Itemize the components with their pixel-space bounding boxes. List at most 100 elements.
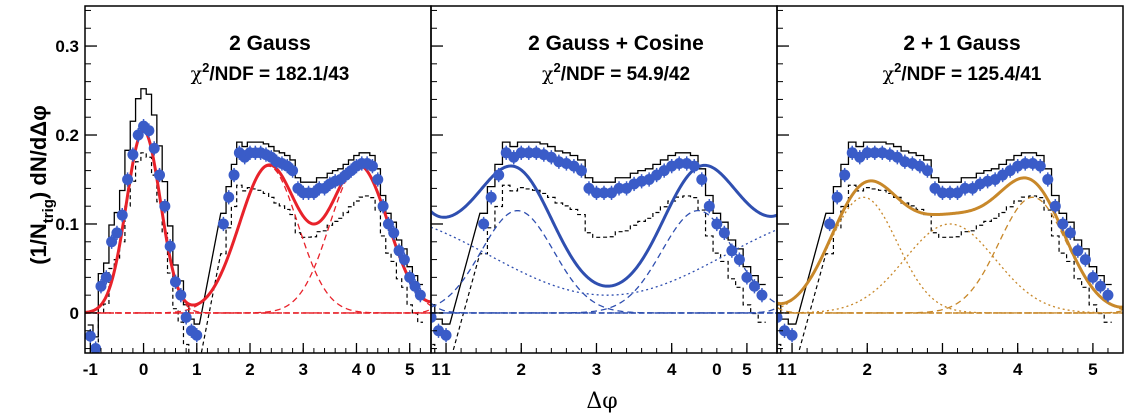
data-point — [217, 218, 229, 230]
panel-1: -1 0 1 2 3 4 5 0 0.1 0.2 0.3 2 Gauss χ2/NDF = 182.1/… — [55, 5, 432, 379]
data-point — [936, 187, 948, 199]
chi2-label: χ2/NDF = 54.9/42 — [542, 60, 690, 85]
x-tick-label: 1 — [787, 360, 796, 379]
data-point — [373, 125, 384, 136]
data-point — [718, 227, 730, 239]
data-point — [95, 280, 107, 292]
plot-area — [328, 121, 777, 353]
x-tick-label: 1 — [777, 360, 786, 379]
data-point — [921, 165, 933, 177]
data-point — [191, 329, 203, 341]
data-point — [1019, 157, 1031, 169]
data-point — [431, 311, 437, 323]
data-point — [372, 174, 384, 185]
data-point — [85, 330, 96, 342]
x-tick-label: 3 — [592, 360, 601, 379]
histogram-lower — [777, 184, 1112, 353]
fit-total — [777, 176, 1123, 309]
x-tick-label: 2 — [863, 360, 872, 379]
data-point — [358, 130, 369, 141]
data-point — [1094, 280, 1106, 292]
data-point — [335, 210, 346, 221]
data-point — [711, 121, 722, 132]
data-point — [328, 227, 339, 238]
data-point — [111, 227, 123, 239]
x-tick-label: 4 — [667, 360, 677, 379]
fit-component-2 — [431, 209, 777, 314]
y-tick-label: 0.2 — [55, 126, 79, 145]
data-point — [365, 121, 376, 132]
data-point — [666, 236, 677, 247]
x-tick-label: -1 — [83, 360, 98, 379]
x-tick-label: 2 — [517, 360, 526, 379]
y-tick-label: 0.1 — [55, 215, 79, 234]
data-point — [382, 218, 394, 230]
data-point — [1072, 245, 1084, 257]
data-point — [726, 245, 738, 257]
data-point — [409, 280, 421, 292]
data-point — [688, 160, 700, 172]
y-tick-label: 0.3 — [55, 37, 79, 56]
x-tick-label: 5 — [405, 360, 414, 379]
y-axis-title: (1/Ntrig) dN/dΔφ — [26, 105, 57, 265]
data-point — [726, 143, 737, 154]
data-point — [523, 147, 535, 159]
x-axis-title: Δφ — [586, 389, 617, 414]
data-point — [148, 142, 160, 154]
histogram-upper — [87, 88, 424, 338]
data-point — [388, 170, 399, 181]
panel-frame — [776, 5, 1124, 354]
data-point — [704, 130, 715, 141]
data-point — [127, 149, 139, 161]
fit-component-4 — [777, 223, 1123, 314]
plot-area — [85, 88, 431, 353]
x-tick-label: 3 — [299, 360, 308, 379]
data-point — [116, 209, 128, 221]
data-point — [175, 289, 187, 301]
data-point — [380, 143, 391, 154]
data-point — [366, 160, 378, 172]
x-tick-label: 5 — [1088, 360, 1097, 379]
data-point — [711, 218, 723, 230]
data-point — [613, 182, 625, 194]
data-point — [575, 165, 587, 177]
data-point — [398, 254, 410, 266]
x-tick-label: 0 — [139, 360, 148, 379]
x-tick-label: 0 — [366, 360, 375, 379]
data-point — [132, 129, 144, 141]
data-point — [223, 191, 235, 203]
data-point — [673, 157, 685, 169]
data-point — [228, 169, 240, 181]
data-point — [839, 169, 851, 181]
data-point — [944, 187, 956, 199]
data-point — [180, 311, 192, 323]
x-tick-label: 3 — [938, 360, 947, 379]
data-point — [1049, 200, 1061, 212]
data-point — [404, 271, 416, 283]
fit-total — [431, 163, 777, 288]
data-point — [748, 280, 760, 292]
data-point — [493, 169, 505, 181]
fit-component-3 — [85, 165, 431, 314]
x-tick-label: 4 — [1013, 360, 1023, 379]
x-tick-label: 1 — [431, 360, 440, 379]
data-point — [403, 241, 414, 252]
data-point — [122, 174, 134, 185]
data-point — [749, 241, 760, 252]
chi2-label: χ2/NDF = 125.4/41 — [883, 60, 1042, 85]
histogram-lower — [97, 152, 424, 353]
data-point — [154, 169, 166, 181]
data-point — [393, 245, 405, 257]
data-point — [703, 200, 715, 212]
x-tick-label: 4 — [352, 360, 362, 379]
data-point — [1034, 160, 1046, 172]
histogram-upper — [777, 141, 1112, 325]
data-point — [169, 276, 181, 288]
x-tick-label: 1 — [441, 360, 450, 379]
data-point — [636, 331, 647, 342]
data-point — [824, 218, 836, 230]
data-point — [659, 272, 670, 283]
fit-component-2 — [85, 165, 431, 314]
data-point — [100, 271, 112, 283]
